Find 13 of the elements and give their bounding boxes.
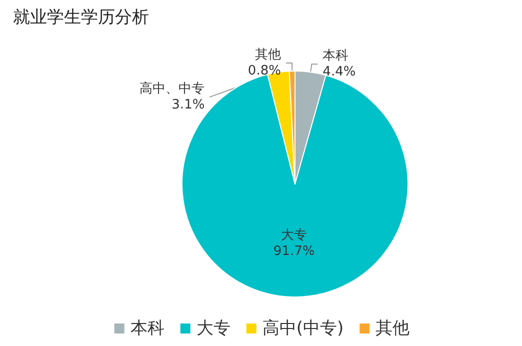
text: 本科 [322,48,349,64]
text: 大专 [281,228,308,243]
text: 其他 [254,48,281,63]
legend-label: 本科 [130,318,164,338]
chart-title: 就业学生学历分析 [13,8,149,28]
text: 高中、中专 [140,80,205,97]
legend-label: 其他 [376,318,410,338]
data-label: 4.4% [322,64,356,80]
data-label: 3.1% [172,98,205,113]
data-label: 0.8% [248,64,281,79]
legend-label: 大专 [196,318,230,338]
data-label: 91.7% [273,244,315,259]
legend-label: 高中(中专) [262,318,344,338]
